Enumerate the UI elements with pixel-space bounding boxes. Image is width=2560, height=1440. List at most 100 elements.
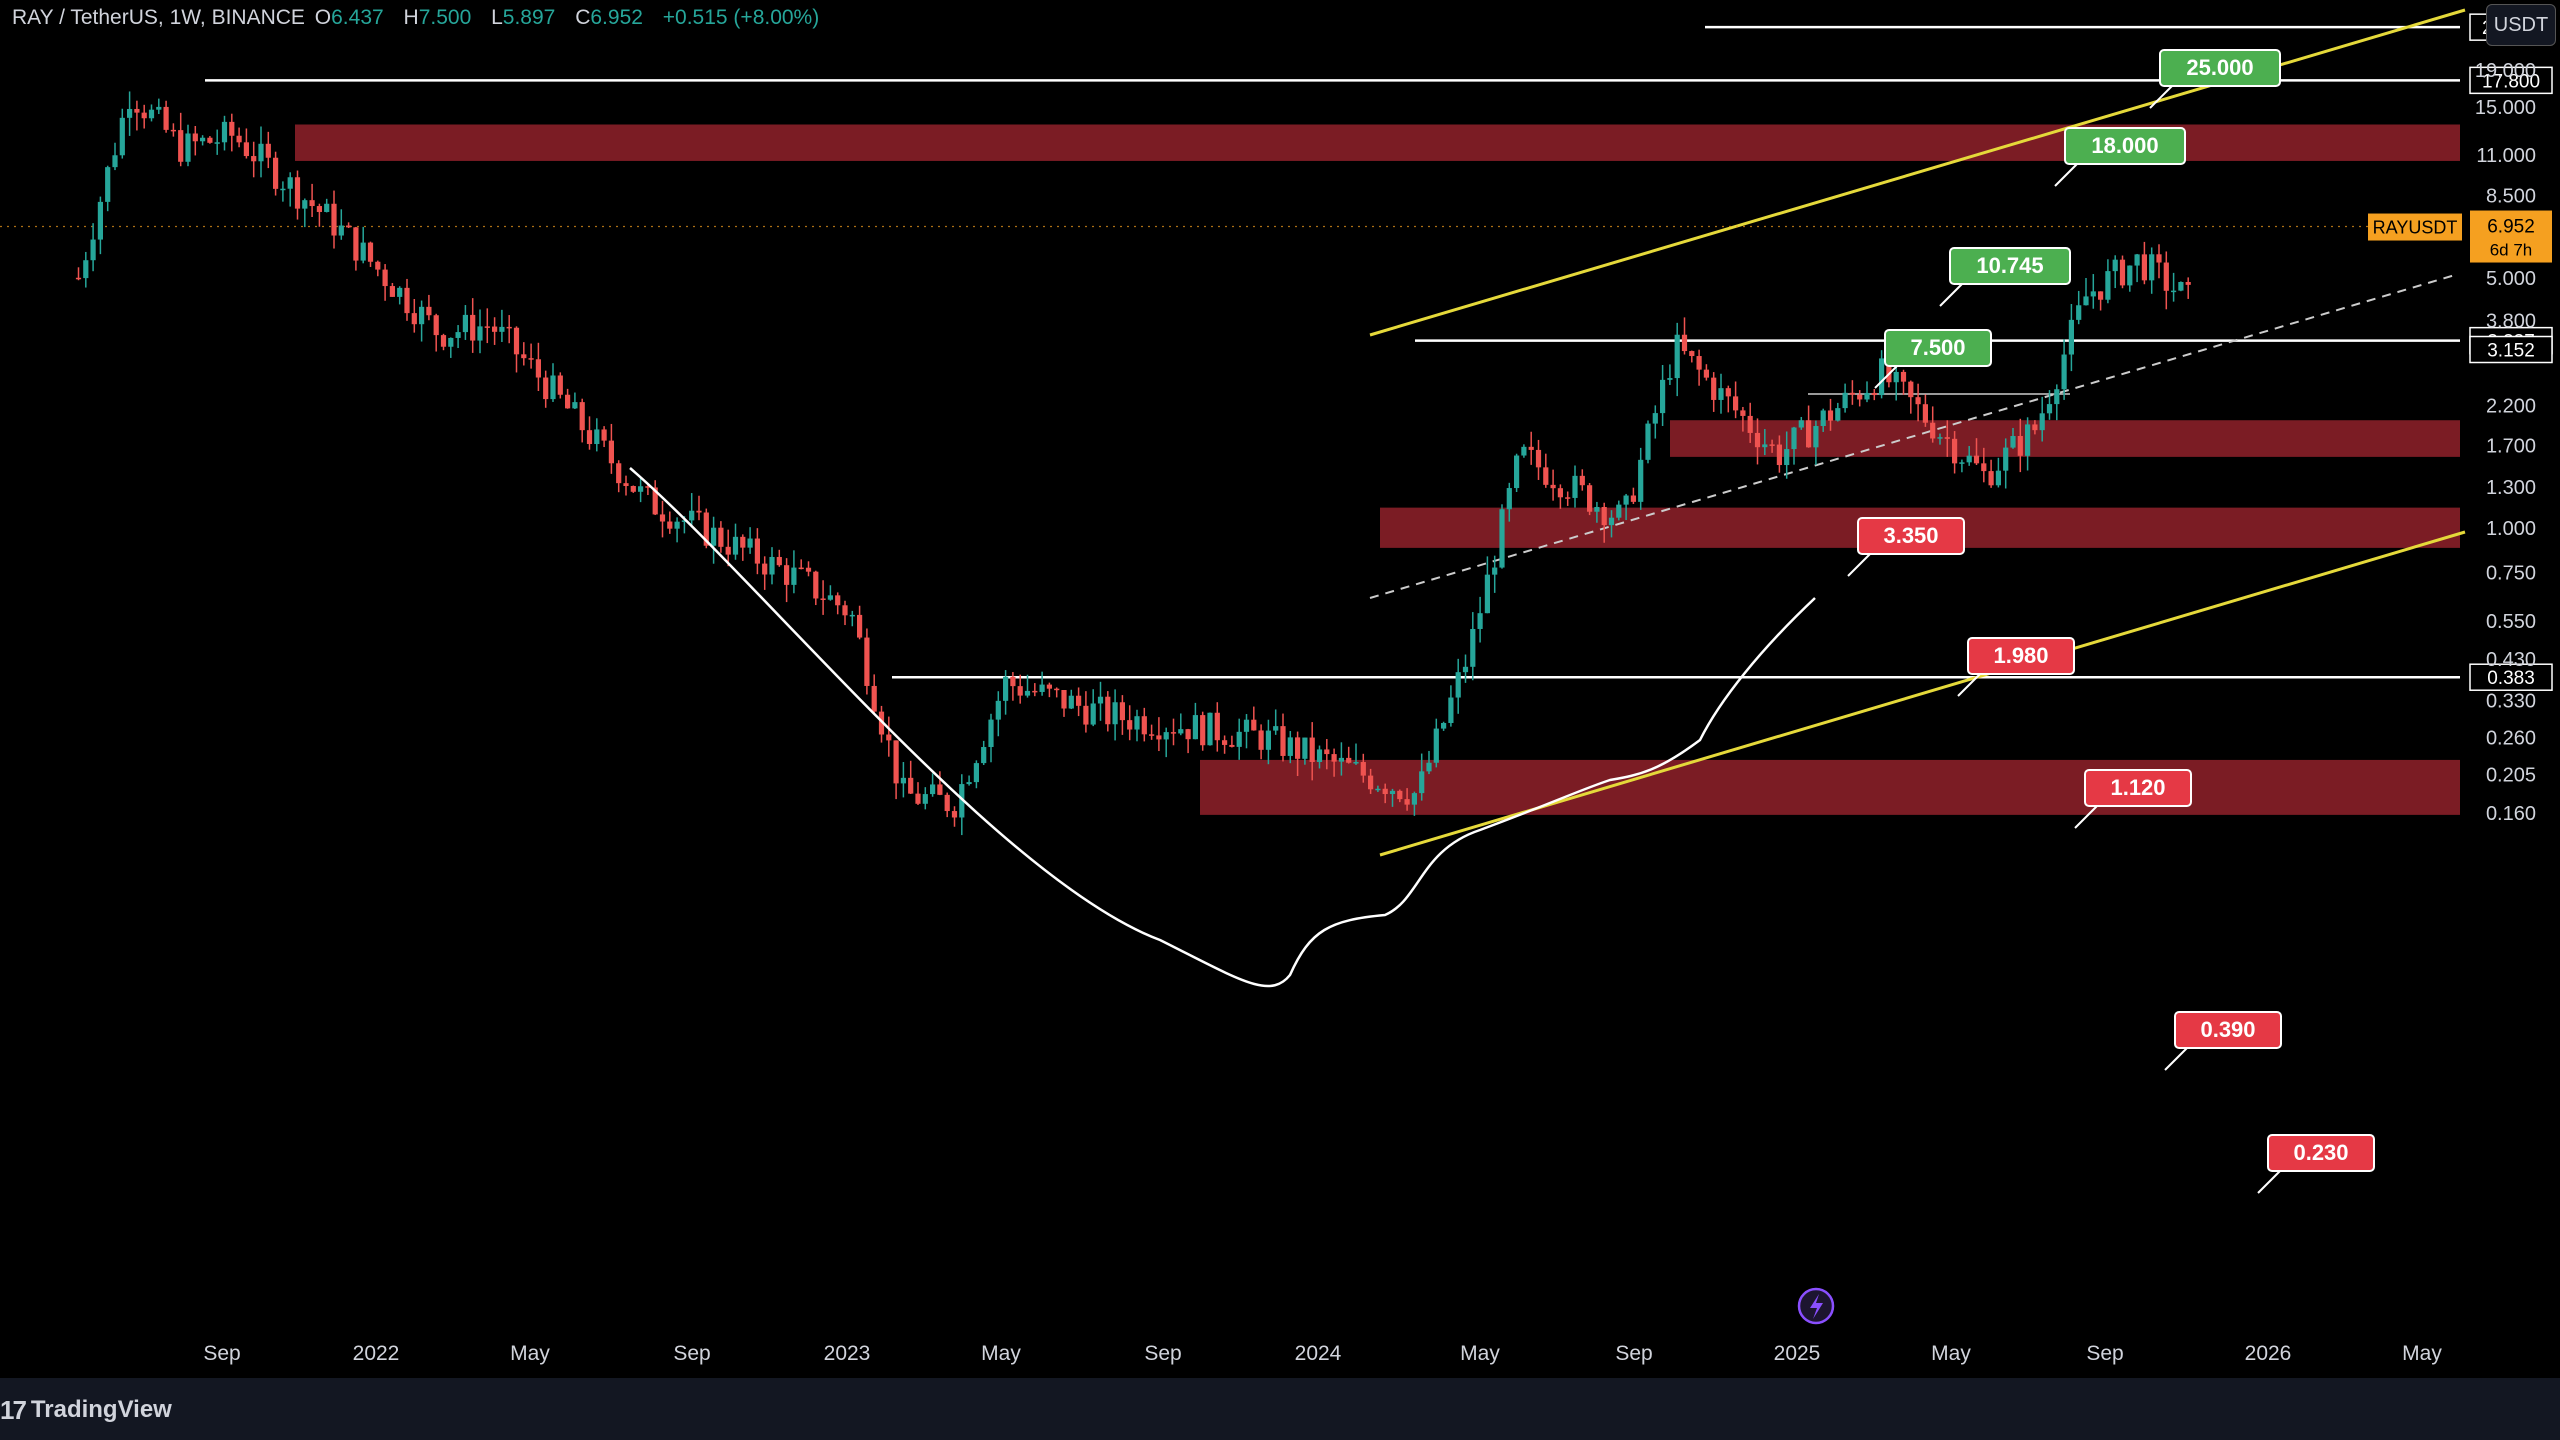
- candle-body: [2091, 291, 2096, 296]
- candle-body: [1996, 471, 2001, 486]
- candle-body: [1857, 395, 1862, 400]
- candle-body: [988, 720, 993, 747]
- candle-body: [1456, 672, 1461, 697]
- candle-body: [1463, 667, 1468, 672]
- candle-body: [1536, 450, 1541, 467]
- candle-body: [2186, 282, 2191, 285]
- candle-body: [2135, 254, 2140, 265]
- candle-body: [441, 335, 446, 347]
- candle-body: [477, 326, 482, 340]
- candle-body: [1989, 471, 1994, 485]
- candle-body: [1799, 420, 1804, 427]
- close-label: C: [575, 6, 590, 29]
- candle-body: [857, 615, 862, 638]
- candle-body: [1178, 729, 1183, 733]
- candle-body: [1259, 730, 1264, 749]
- candle-body: [1010, 677, 1015, 686]
- level-axis-label: 0.383: [2487, 668, 2535, 689]
- candle-body: [886, 735, 891, 741]
- candle-body: [2164, 263, 2169, 291]
- target-pointer: [2258, 1171, 2280, 1193]
- candle-body: [1040, 685, 1045, 692]
- candle-body: [368, 243, 373, 262]
- candle-body: [872, 686, 877, 712]
- candle-body: [331, 204, 336, 236]
- symbol-title[interactable]: RAY / TetherUS, 1W, BINANCE: [12, 6, 305, 29]
- x-tick-label: Sep: [1615, 1342, 1652, 1365]
- candle-body: [1638, 460, 1643, 502]
- target-label: 1.120: [2110, 775, 2165, 800]
- tradingview-logo[interactable]: 17 TradingView: [0, 1390, 172, 1430]
- candle-body: [1390, 791, 1395, 794]
- currency-button[interactable]: USDT: [2486, 4, 2556, 46]
- y-tick-label: 15.000: [2475, 97, 2536, 119]
- candle-body: [1368, 776, 1373, 790]
- candle-body: [572, 402, 577, 408]
- candle-body: [1405, 799, 1410, 805]
- candle-body: [689, 511, 694, 521]
- candle-body: [2040, 413, 2045, 430]
- candle-body: [1660, 380, 1665, 413]
- candle-body: [667, 522, 672, 529]
- footer-bar: [0, 1378, 2560, 1440]
- candle-body: [1930, 423, 1935, 439]
- target-pointer: [2055, 164, 2077, 186]
- y-tick-label: 19.000: [2475, 60, 2536, 82]
- candle-body: [711, 528, 716, 546]
- candle-body: [463, 315, 468, 332]
- candle-body: [1339, 758, 1344, 762]
- x-tick-label: Sep: [2086, 1342, 2123, 1365]
- candle-body: [850, 615, 855, 617]
- candle-body: [769, 557, 774, 575]
- candle-body: [514, 328, 519, 355]
- candle-body: [361, 243, 366, 261]
- candle-body: [1361, 762, 1366, 776]
- lightning-icon[interactable]: [1799, 1289, 1833, 1323]
- candle-body: [1047, 685, 1052, 689]
- candle-body: [550, 376, 555, 400]
- candle-body: [1733, 396, 1738, 410]
- candle-body: [346, 226, 351, 228]
- candle-body: [901, 778, 906, 784]
- candle-body: [952, 811, 957, 817]
- candle-body: [1770, 444, 1775, 446]
- candle-body: [835, 595, 840, 605]
- candle-body: [1186, 729, 1191, 739]
- candle-body: [339, 226, 344, 236]
- candle-body: [1324, 749, 1329, 754]
- candle-body: [1667, 378, 1672, 380]
- candle-body: [609, 441, 614, 464]
- candle-body: [996, 701, 1001, 720]
- candle-body: [164, 107, 169, 130]
- target-label: 0.230: [2293, 1140, 2348, 1165]
- candle-body: [1302, 738, 1307, 759]
- candle-body: [1653, 413, 1658, 424]
- candle-body: [2069, 320, 2074, 355]
- candle-body: [945, 795, 950, 811]
- x-tick-label: May: [1460, 1342, 1500, 1365]
- candle-body: [1076, 696, 1081, 706]
- candle-body: [237, 136, 242, 143]
- candle-body: [1332, 754, 1337, 762]
- upper-trendline: [1370, 10, 2465, 335]
- candle-body: [2062, 355, 2067, 390]
- candle-body: [2149, 254, 2154, 280]
- target-label: 10.745: [1976, 253, 2043, 278]
- candle-body: [602, 429, 607, 440]
- candle-body: [1529, 447, 1534, 450]
- candle-body: [1222, 740, 1227, 745]
- candle-body: [244, 142, 249, 156]
- candle-body: [397, 288, 402, 297]
- y-tick-label: 3.800: [2486, 310, 2536, 332]
- candle-body: [2003, 448, 2008, 471]
- candle-body: [2025, 424, 2030, 455]
- candle-body: [2054, 389, 2059, 404]
- candle-body: [1288, 737, 1293, 756]
- candle-body: [529, 358, 534, 360]
- candle-body: [1704, 370, 1709, 378]
- y-tick-label: 0.160: [2486, 803, 2536, 825]
- candle-body: [1018, 686, 1023, 695]
- candle-body: [1426, 763, 1431, 772]
- candle-body: [1193, 715, 1198, 739]
